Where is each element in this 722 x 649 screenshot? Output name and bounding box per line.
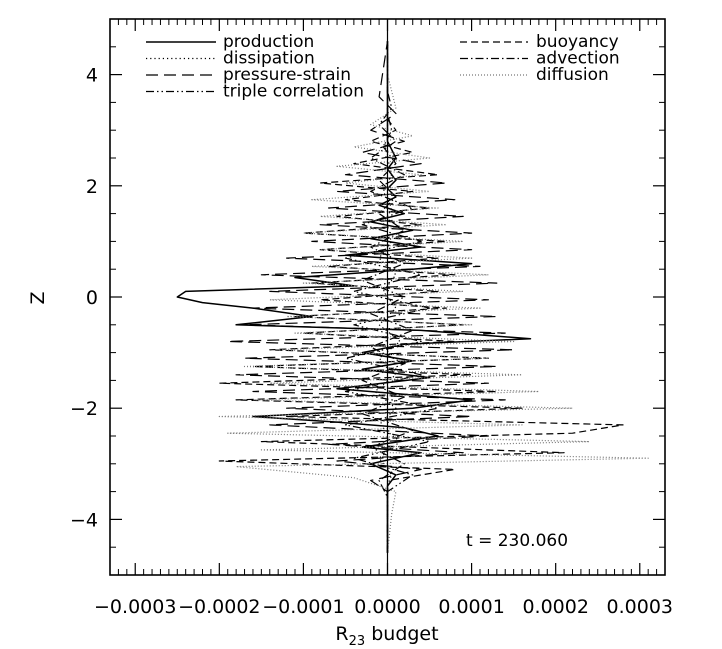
legend-label-advection: advection [536,49,620,69]
tick-labels: −0.0003 −0.0002 −0.0001 0.0000 0.0001 0.0002 0… [70,65,673,618]
legend-label-pressure-strain: pressure-strain [223,65,351,85]
legend-label-dissipation: dissipation [223,49,315,69]
x-tick-label: 0.0001 [438,596,504,618]
x-tick-label: 0.0000 [354,596,420,618]
series-line-diffusion [218,41,649,553]
y-tick-label: −4 [70,509,98,531]
x-tick-label: −0.0003 [94,596,176,618]
legend-label-diffusion: diffusion [536,65,609,85]
x-tick-label: −0.0001 [262,596,344,618]
y-tick-label: −2 [70,398,98,420]
time-annotation: t = 230.060 [466,531,568,551]
series-line-pressure-strain [227,41,515,553]
y-tick-label: 4 [86,65,98,87]
series-line-production [176,41,532,553]
y-tick-label: 0 [86,287,98,309]
y-tick-label: 2 [86,176,98,198]
x-axis-title-rest: budget [365,623,438,645]
legend-label-production: production [223,32,314,52]
x-axis-title: R23 budget [335,623,438,649]
legend: productiondissipationpressure-straintrip… [146,32,620,102]
x-axis-title-sub: 23 [349,634,366,649]
y-axis-title: Z [27,291,49,304]
series-line-buoyancy [218,41,624,553]
x-axis-title-main: R [335,623,348,645]
x-tick-label: 0.0002 [522,596,588,618]
legend-label-buoyancy: buoyancy [536,32,619,52]
legend-label-triple-correlation: triple correlation [223,82,364,102]
series-line-dissipation [374,41,401,553]
axis-ticks [109,18,666,576]
series-group [176,41,649,553]
x-tick-label: 0.0003 [607,596,673,618]
x-tick-label: −0.0002 [178,596,260,618]
